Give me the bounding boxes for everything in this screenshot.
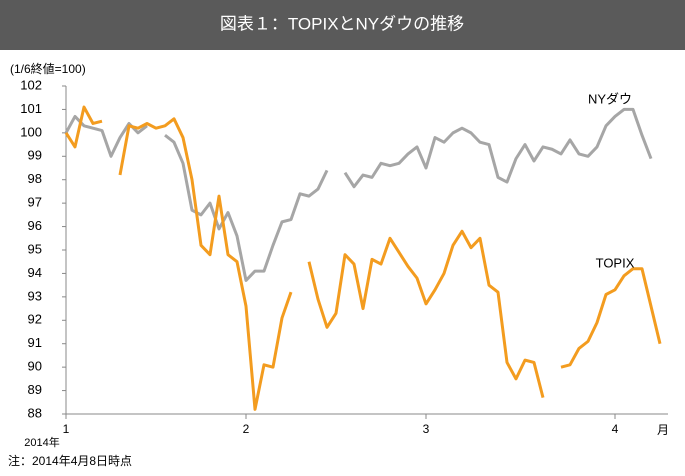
y-tick-label: 100 (20, 124, 42, 139)
series-label: NYダウ (588, 91, 632, 106)
y-tick-label: 101 (20, 101, 42, 116)
y-tick-label: 92 (28, 312, 42, 327)
chart-title: 図表１：TOPIXとNYダウの推移 (220, 14, 464, 33)
y-tick-label: 89 (28, 382, 42, 397)
series-line (64, 105, 662, 411)
x-tick-label: 2 (243, 422, 250, 436)
x-tick-label: 1 (63, 422, 70, 436)
footnote: 注：2014年4月8日時点 (8, 453, 132, 468)
x-year: 2014年 (24, 435, 59, 449)
y-axis-label: (1/6終値=100) (10, 61, 86, 76)
y-tick-label: 94 (28, 265, 42, 280)
y-tick-label: 96 (28, 218, 42, 233)
x-axis-unit: 月 (657, 423, 669, 437)
y-tick-label: 88 (28, 405, 42, 420)
x-tick-label: 4 (612, 422, 619, 436)
y-tick-label: 99 (28, 148, 42, 163)
y-tick-label: 97 (28, 195, 42, 210)
x-tick-label: 3 (423, 422, 430, 436)
y-tick-label: 95 (28, 241, 42, 256)
y-tick-label: 102 (20, 77, 42, 92)
series-label: TOPIX (596, 255, 635, 270)
y-tick-label: 98 (28, 171, 42, 186)
series-line (64, 107, 653, 282)
y-tick-label: 90 (28, 359, 42, 374)
y-tick-label: 91 (28, 335, 42, 350)
y-tick-label: 93 (28, 288, 42, 303)
header-bar (0, 0, 685, 50)
